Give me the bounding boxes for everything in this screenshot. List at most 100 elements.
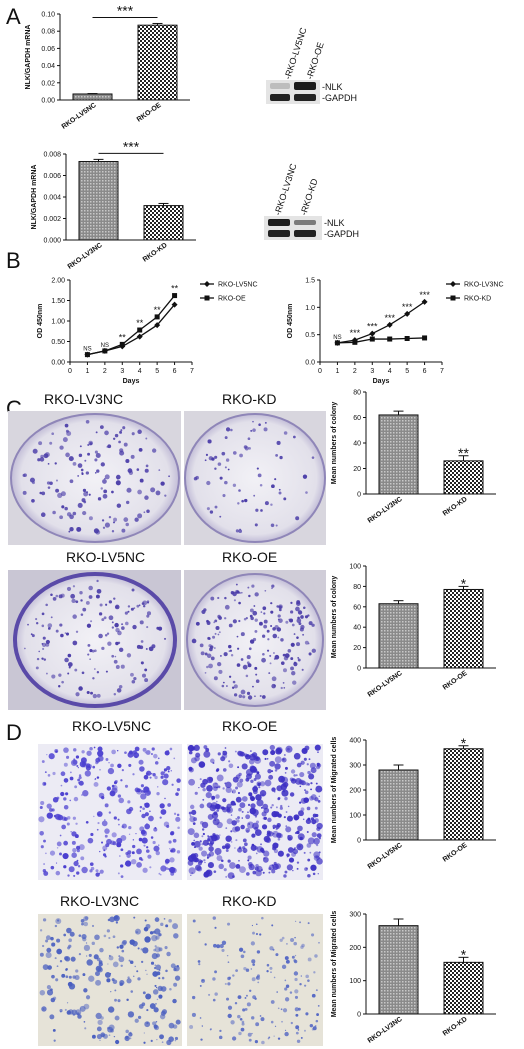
migrated-cell xyxy=(202,798,205,801)
blot1-nlk-band-2 xyxy=(294,82,316,90)
colony-spot xyxy=(276,605,279,608)
colony-spot xyxy=(208,456,213,461)
migrated-cell xyxy=(108,955,114,961)
colony-spot xyxy=(236,635,239,638)
migrated-cell xyxy=(222,787,225,790)
migrated-cell xyxy=(245,814,251,820)
y-tick-label: 1.50 xyxy=(51,298,65,305)
migrated-cell xyxy=(127,976,130,979)
migrated-cell xyxy=(104,819,106,821)
migrated-cell xyxy=(300,945,304,949)
colony-spot xyxy=(118,440,121,444)
migrated-cell xyxy=(237,816,240,820)
migrated-cell xyxy=(71,852,77,858)
blot1-gapdh-band-2 xyxy=(294,94,316,101)
x-tick-label: 0 xyxy=(68,368,72,375)
migrated-cell xyxy=(108,936,111,940)
colony-spot xyxy=(251,584,255,588)
bar-rko-lv5nc xyxy=(378,769,419,841)
y-tick-label: 0.0 xyxy=(305,360,315,367)
colony-spot xyxy=(271,676,277,682)
category-label: RKO-LV5NC xyxy=(367,670,404,699)
migrated-cell xyxy=(108,1006,115,1013)
migrated-cell xyxy=(316,763,322,768)
migrated-cell xyxy=(108,1024,115,1031)
migrated-cell xyxy=(298,810,304,817)
y-tick-label: 80 xyxy=(353,584,361,591)
colony-spot xyxy=(235,529,239,533)
blot1-lane-label-1: -RKO-LV5NC xyxy=(282,26,308,81)
y-tick-label: 400 xyxy=(349,738,361,745)
colony-spot xyxy=(113,597,116,600)
migrated-cell xyxy=(264,757,267,761)
migrated-cell xyxy=(172,838,177,843)
colony-spot xyxy=(280,661,285,665)
c-bottom-left-label: RKO-LV5NC xyxy=(66,549,145,565)
migrated-cell xyxy=(286,815,293,822)
migrated-cell xyxy=(245,968,250,972)
migrated-cell xyxy=(294,977,298,982)
migrated-cell xyxy=(167,770,170,773)
migrated-cell xyxy=(255,863,259,868)
data-point xyxy=(369,336,375,342)
legend-label: RKO-LV5NC xyxy=(218,282,258,289)
colony-spot xyxy=(270,602,273,605)
migrated-cell xyxy=(240,824,245,830)
migrated-cell xyxy=(271,869,276,874)
colony-spot xyxy=(146,509,150,513)
migrated-cell xyxy=(165,924,169,928)
migrated-cell xyxy=(223,868,227,872)
colony-spot xyxy=(67,672,70,675)
colony-spot xyxy=(139,478,144,483)
migrated-cell xyxy=(69,776,74,781)
colony-spot xyxy=(104,474,110,480)
data-point xyxy=(404,335,410,341)
migrated-cell xyxy=(247,855,252,860)
migrated-cell xyxy=(106,978,111,983)
migrated-cell xyxy=(141,813,146,819)
migrated-cell xyxy=(214,819,217,822)
migrated-cell xyxy=(237,1014,241,1019)
bar-rko-kd xyxy=(143,205,184,241)
migrated-cell xyxy=(155,1002,157,1005)
colony-spot xyxy=(137,429,142,435)
colony-spot xyxy=(206,480,211,486)
migrated-cell xyxy=(290,769,296,774)
colony-spot xyxy=(210,596,215,601)
migrated-cell xyxy=(68,975,72,979)
migrated-cell xyxy=(160,922,164,927)
migrated-cell xyxy=(262,856,269,863)
migrated-cell xyxy=(127,1011,135,1018)
colony-spot xyxy=(88,493,91,496)
migrated-cell xyxy=(233,803,237,806)
migrated-cell xyxy=(270,971,272,973)
colony-spot xyxy=(146,614,150,618)
migrated-cell xyxy=(316,833,322,838)
colony-spot xyxy=(126,653,132,658)
colony-spot xyxy=(64,632,67,634)
migrated-cell xyxy=(144,919,147,922)
migrated-cell xyxy=(60,784,63,787)
migrated-cell xyxy=(271,804,274,807)
colony-spot xyxy=(62,437,68,443)
migrated-cell xyxy=(241,810,244,813)
migrated-cell xyxy=(318,942,320,944)
migrated-cell xyxy=(279,806,283,810)
migrated-cell xyxy=(52,996,57,1000)
data-point xyxy=(154,314,160,320)
migrated-cell xyxy=(244,842,248,847)
photo-c-bottom-left xyxy=(8,570,181,710)
x-tick-label: 7 xyxy=(440,368,444,375)
migrated-cell xyxy=(78,776,82,780)
migrated-cell xyxy=(70,831,72,833)
colony-spot xyxy=(269,662,272,665)
colony-spot xyxy=(102,526,106,529)
migrated-cell xyxy=(274,756,282,764)
migrated-cell xyxy=(241,1020,245,1024)
colony-spot xyxy=(243,617,247,621)
migrated-cell xyxy=(86,750,92,756)
migrated-cell xyxy=(96,828,99,831)
migrated-cell xyxy=(242,1008,246,1012)
migrated-cell xyxy=(166,765,171,771)
